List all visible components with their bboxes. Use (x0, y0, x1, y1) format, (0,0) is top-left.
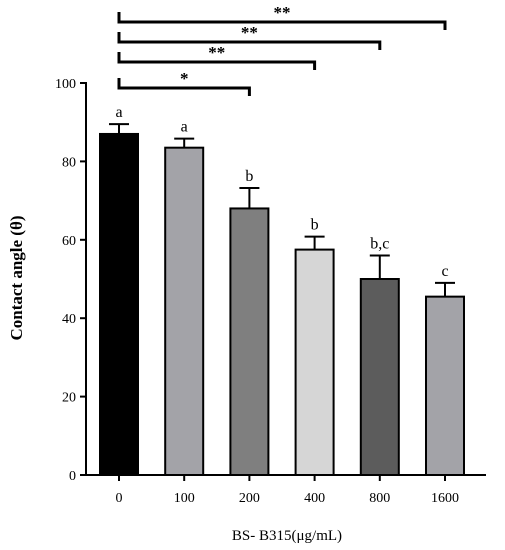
comparison-bracket (117, 52, 317, 70)
bar (229, 207, 270, 476)
bar (425, 295, 465, 477)
significance-letter: b,c (370, 235, 389, 252)
significance-letter: a (115, 104, 122, 121)
bar (99, 132, 139, 477)
y-tick-label: 20 (62, 391, 76, 406)
significance-stars: ** (241, 23, 258, 42)
comparison-bracket (117, 78, 251, 96)
y-tick-label: 100 (55, 77, 76, 92)
x-tick-label: 100 (174, 491, 195, 506)
significance-letter: a (181, 119, 188, 136)
y-tick-label: 0 (69, 469, 76, 484)
significance-stars: ** (274, 3, 291, 22)
x-tick-label: 400 (304, 491, 325, 506)
x-tick-label: 800 (369, 491, 390, 506)
plot-area: 0204060801000a100a200b400b800b,c1600c***… (55, 3, 486, 506)
significance-stars: * (180, 69, 189, 88)
x-axis-title: BS- B315(μg/mL) (232, 528, 342, 544)
y-tick-label: 80 (62, 155, 76, 170)
significance-letter: b (311, 217, 319, 234)
y-axis-title: Contact angle (θ) (7, 215, 26, 340)
x-tick-label: 1600 (431, 491, 459, 506)
significance-stars: ** (208, 43, 225, 62)
bar (359, 278, 400, 476)
comparison-bracket (117, 12, 447, 30)
x-tick-label: 200 (239, 491, 260, 506)
x-tick-label: 0 (116, 491, 123, 506)
bar (294, 248, 335, 476)
y-tick-label: 40 (62, 312, 76, 327)
bar (164, 146, 205, 476)
comparison-bracket (117, 32, 382, 50)
significance-letter: c (441, 263, 448, 280)
y-tick-label: 60 (62, 234, 76, 249)
significance-letter: b (245, 168, 253, 185)
